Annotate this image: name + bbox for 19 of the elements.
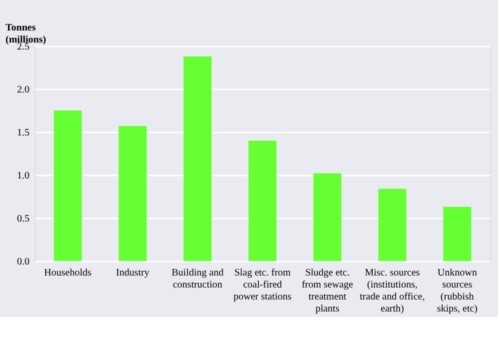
y-tick-label: 2.0 bbox=[17, 84, 30, 96]
bar bbox=[118, 126, 147, 261]
bar bbox=[313, 173, 342, 261]
y-tick-label: 1.5 bbox=[17, 128, 30, 138]
bar bbox=[184, 56, 212, 261]
bar bbox=[248, 140, 276, 261]
y-tick-label: 0.0 bbox=[17, 256, 30, 268]
x-tick-label: Households bbox=[44, 268, 92, 278]
x-tick-label: Unknown sources (rubbish skips, etc) bbox=[436, 268, 478, 314]
y-tick-label: 0.5 bbox=[17, 214, 30, 224]
x-tick-label: Building and construction bbox=[172, 268, 224, 290]
bar bbox=[378, 188, 406, 261]
x-tick-label: Slag etc. from coal-fired power stations bbox=[233, 268, 292, 302]
x-tick-label: Industry bbox=[116, 268, 150, 278]
x-tick-label: Misc. sources (institutions, trade and office, earth) bbox=[360, 268, 425, 314]
y-tick-label: 1.0 bbox=[17, 170, 30, 182]
bar bbox=[54, 110, 82, 261]
x-tick-label: Sludge etc. from sewage treatment plants bbox=[302, 268, 354, 314]
bar bbox=[443, 206, 472, 261]
